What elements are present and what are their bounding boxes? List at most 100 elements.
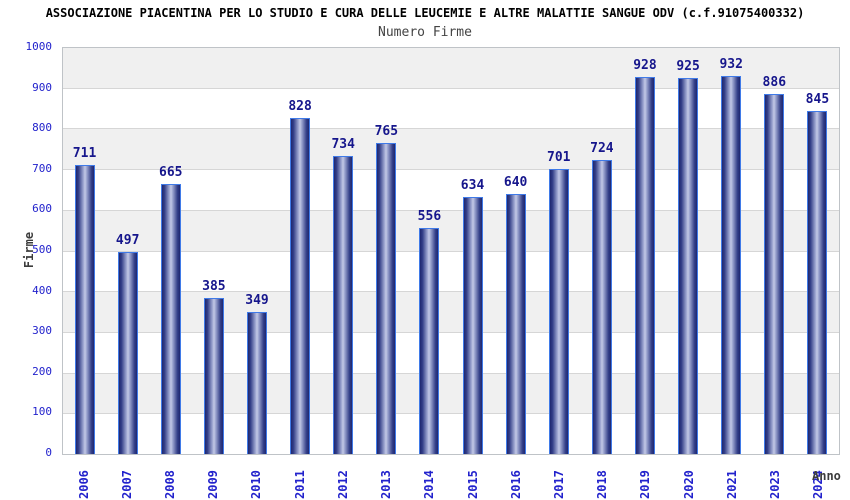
bar-value-label: 886 (762, 75, 787, 91)
bar-slot-2017: 701 (537, 48, 580, 454)
bar-slot-2006: 711 (63, 48, 106, 454)
bar-value-label: 665 (159, 165, 183, 181)
bar-slot-2009: 385 (192, 48, 235, 454)
y-tick-label: 800 (32, 121, 52, 135)
bar-value-label: 385 (202, 278, 226, 294)
chart-subtitle: Numero Firme (378, 25, 472, 40)
y-axis-title: Firme (22, 231, 36, 269)
y-tick-label: 700 (32, 161, 52, 175)
bar-value-label: 349 (245, 293, 269, 309)
y-tick-label: 1000 (25, 40, 53, 53)
bar-series: 711 497 665 385 349 828 734 765 556 634 640 701 724 9… (63, 48, 839, 454)
x-tick-slot: 2013 (365, 454, 408, 500)
bar-value-label: 556 (417, 209, 442, 225)
x-tick-slot: 2017 (537, 454, 580, 500)
plot-background-bands (63, 48, 839, 455)
bar-2009 (203, 297, 224, 454)
bar-value-label: 928 (633, 58, 657, 74)
bar-2010 (246, 312, 267, 454)
bar-2011 (290, 117, 311, 454)
plot-band (63, 169, 839, 210)
bar-slot-2016: 640 (494, 48, 537, 454)
bar-2014 (419, 228, 440, 454)
bar-value-label: 724 (590, 141, 614, 157)
bar-slot-2019: 928 (623, 48, 666, 454)
x-tick-label: 2007 (119, 470, 134, 499)
bar-value-label: 701 (547, 150, 571, 166)
bar-value-label: 765 (374, 124, 399, 140)
bar-2007 (117, 252, 138, 454)
x-tick-label: 2012 (335, 470, 350, 499)
bar-slot-2014: 556 (408, 48, 451, 454)
plot-band (63, 291, 839, 332)
bar-2019 (634, 77, 655, 454)
y-tick-label: 100 (32, 405, 52, 419)
x-tick-label: 2013 (379, 470, 394, 499)
bar-slot-2020: 925 (667, 48, 710, 454)
bar-2023 (764, 94, 785, 454)
x-tick-slot: 2019 (624, 454, 667, 500)
x-tick-slot: 2023 (754, 454, 797, 500)
y-tick-label: 0 (45, 446, 52, 459)
bar-slot-2021: 932 (710, 48, 753, 454)
x-tick-label: 2017 (552, 470, 567, 499)
bar-slot-2024: 845 (796, 48, 839, 454)
x-tick-slot: 2018 (581, 454, 624, 500)
bar-value-label: 640 (503, 175, 528, 191)
plot-band (63, 48, 839, 88)
plot-band (63, 87, 839, 129)
y-tick-label: 300 (32, 324, 52, 338)
chart-title: ASSOCIAZIONE PIACENTINA PER LO STUDIO E … (45, 6, 805, 20)
bar-value-label: 828 (288, 98, 312, 114)
x-tick-label: 2023 (768, 470, 783, 499)
y-tick-label: 900 (32, 80, 52, 94)
x-tick-label: 2018 (595, 470, 610, 499)
y-tick-label: 200 (32, 364, 52, 378)
bar-value-label: 734 (331, 137, 355, 152)
x-tick-slot: 2020 (667, 454, 710, 500)
y-tick-label: 400 (32, 283, 52, 297)
bar-2020 (678, 78, 699, 454)
bar-slot-2013: 765 (365, 48, 408, 454)
x-tick-label: 2011 (292, 470, 307, 499)
bar-value-label: 932 (719, 56, 743, 72)
x-tick-label: 2014 (422, 470, 437, 499)
bar-2008 (160, 184, 181, 454)
plot-area: 711 497 665 385 349 828 734 765 556 634 640 701 724 9… (62, 47, 840, 455)
bar-slot-2011: 828 (279, 48, 322, 454)
plot-band (63, 331, 839, 373)
bar-value-label: 845 (805, 91, 830, 107)
x-tick-slot: 2010 (235, 454, 278, 500)
x-tick-label: 2010 (249, 470, 264, 499)
y-tick-label: 500 (32, 243, 52, 256)
x-tick-slot: 2009 (192, 454, 235, 500)
x-tick-slot: 2011 (278, 454, 321, 500)
y-tick-label: 600 (32, 202, 52, 216)
bar-2018 (591, 160, 612, 454)
bar-slot-2010: 349 (235, 48, 278, 454)
x-tick-slot: 2012 (321, 454, 364, 500)
bar-2024 (807, 110, 828, 454)
bar-2006 (74, 165, 95, 454)
x-tick-label: 2006 (76, 470, 91, 499)
bar-2013 (376, 143, 397, 454)
x-tick-label: 2020 (681, 470, 696, 499)
x-tick-label: 2009 (206, 470, 221, 499)
bar-value-label: 711 (72, 146, 97, 162)
bar-2016 (505, 194, 526, 454)
plot-band (63, 372, 839, 414)
bar-value-label: 925 (676, 59, 700, 75)
bar-value-label: 634 (460, 177, 485, 193)
bar-slot-2018: 724 (580, 48, 623, 454)
bar-slot-2007: 497 (106, 48, 149, 454)
plot-band (63, 413, 839, 455)
plot-band (63, 128, 839, 170)
plot-band (63, 209, 839, 251)
plot-band (63, 250, 839, 292)
x-axis-title: Anno (812, 469, 841, 483)
x-tick-label: 2015 (465, 470, 480, 499)
bar-value-label: 497 (115, 233, 140, 249)
x-axis-ticks: 2006 2007 2008 2009 2010 2011 2012 2013 2014 2015… (62, 454, 840, 500)
bar-slot-2008: 665 (149, 48, 192, 454)
bar-2017 (548, 169, 569, 454)
